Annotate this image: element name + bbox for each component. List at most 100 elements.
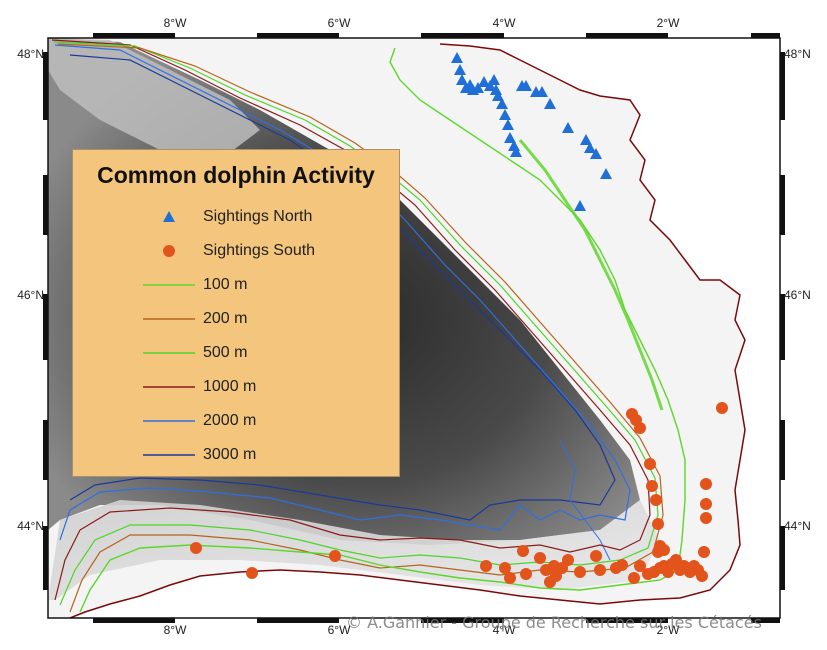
sighting-south-marker (329, 550, 341, 562)
legend-item-sightings-south: Sightings South (73, 240, 399, 264)
sighting-south-marker (698, 546, 710, 558)
legend-label: Sightings North (203, 208, 313, 225)
sighting-south-marker (246, 567, 258, 579)
legend-label: 1000 m (203, 378, 257, 395)
frame-bar (43, 175, 48, 235)
sighting-south-marker (658, 544, 670, 556)
bottom-tick-2w: 2°W (657, 623, 680, 637)
line-swatch-icon (143, 318, 195, 320)
sighting-south-marker (534, 552, 546, 564)
frame-bar (780, 52, 785, 120)
legend-item-2000m: 2000 m (73, 410, 399, 434)
sighting-south-marker (634, 560, 646, 572)
sighting-south-marker (700, 478, 712, 490)
circle-marker-icon (163, 245, 175, 257)
top-tick-2w: 2°W (657, 16, 680, 30)
legend-label: 100 m (203, 276, 248, 293)
left-tick-44n: 44°N (17, 519, 44, 533)
frame-bar (257, 618, 339, 623)
sighting-south-marker (499, 562, 511, 574)
sighting-south-marker (628, 572, 640, 584)
sighting-south-marker (652, 518, 664, 530)
legend-item-1000m: 1000 m (73, 376, 399, 400)
frame-bar (93, 33, 175, 38)
legend-item-3000m: 3000 m (73, 444, 399, 468)
sighting-south-marker (616, 559, 628, 571)
sighting-north-marker (456, 74, 468, 85)
bottom-tick-6w: 6°W (328, 623, 351, 637)
sighting-north-marker (488, 74, 500, 85)
sighting-north-marker (574, 200, 586, 211)
sighting-north-marker (562, 122, 574, 133)
right-tick-48n: 48°N (784, 47, 811, 61)
sighting-south-marker (650, 494, 662, 506)
frame-bar (43, 294, 48, 360)
sighting-north-marker (472, 82, 484, 93)
sighting-north-marker (520, 80, 532, 91)
legend-item-500m: 500 m (73, 342, 399, 366)
left-tick-46n: 46°N (17, 288, 44, 302)
sighting-north-marker (584, 142, 596, 153)
sighting-north-marker (536, 86, 548, 97)
sighting-south-marker (190, 542, 202, 554)
frame-bar (43, 526, 48, 590)
sighting-north-marker (544, 98, 556, 109)
frame-bar (751, 33, 780, 38)
sighting-north-marker (580, 134, 592, 145)
sighting-north-marker (496, 98, 508, 109)
sightings-north-group (451, 52, 612, 211)
frame-bar (780, 175, 785, 235)
frame-bar (586, 618, 668, 623)
legend-item-100m: 100 m (73, 274, 399, 298)
frame-bar (421, 33, 504, 38)
sighting-south-marker (644, 458, 656, 470)
top-tick-4w: 4°W (493, 16, 516, 30)
legend-label: 500 m (203, 344, 248, 361)
frame-bar (780, 420, 785, 480)
triangle-marker-icon (163, 211, 175, 222)
sighting-north-marker (510, 146, 522, 157)
sighting-north-marker (502, 119, 514, 130)
right-tick-44n: 44°N (784, 519, 811, 533)
legend-label: 3000 m (203, 446, 257, 463)
sighting-south-marker (590, 550, 602, 562)
sighting-south-marker (548, 560, 560, 572)
coastline (69, 43, 746, 618)
line-swatch-icon (143, 284, 195, 286)
sighting-south-marker (504, 572, 516, 584)
bottom-tick-8w: 8°W (164, 623, 187, 637)
sighting-north-marker (504, 132, 516, 143)
copyright-credit: © A.Gannier - Groupe de Recherche sur le… (346, 613, 762, 632)
sighting-north-marker (478, 76, 490, 87)
sighting-south-marker (480, 560, 492, 572)
sighting-south-marker (700, 512, 712, 524)
legend: Common dolphin Activity Sightings North … (72, 149, 400, 477)
legend-label: 2000 m (203, 412, 257, 429)
right-tick-46n: 46°N (784, 288, 811, 302)
sighting-south-marker (517, 545, 529, 557)
legend-label: Sightings South (203, 242, 316, 259)
frame-bar (751, 618, 780, 623)
sighting-south-marker (700, 498, 712, 510)
sighting-south-marker (562, 554, 574, 566)
bottom-tick-4w: 4°W (493, 623, 516, 637)
line-swatch-icon (143, 420, 195, 422)
legend-title: Common dolphin Activity (97, 162, 375, 188)
top-tick-8w: 8°W (164, 16, 187, 30)
sighting-south-marker (634, 422, 646, 434)
sighting-south-marker (574, 566, 586, 578)
sighting-north-marker (451, 52, 463, 63)
legend-item-200m: 200 m (73, 308, 399, 332)
sighting-south-marker (646, 480, 658, 492)
frame-bar (780, 526, 785, 590)
sighting-north-marker (492, 90, 504, 101)
sighting-south-marker (594, 564, 606, 576)
legend-item-sightings-north: Sightings North (73, 206, 399, 230)
line-swatch-icon (143, 454, 195, 456)
frame-bar (43, 420, 48, 480)
sightings-south-group (190, 402, 728, 588)
top-tick-6w: 6°W (328, 16, 351, 30)
frame-bar (257, 33, 339, 38)
sighting-south-marker (520, 568, 532, 580)
